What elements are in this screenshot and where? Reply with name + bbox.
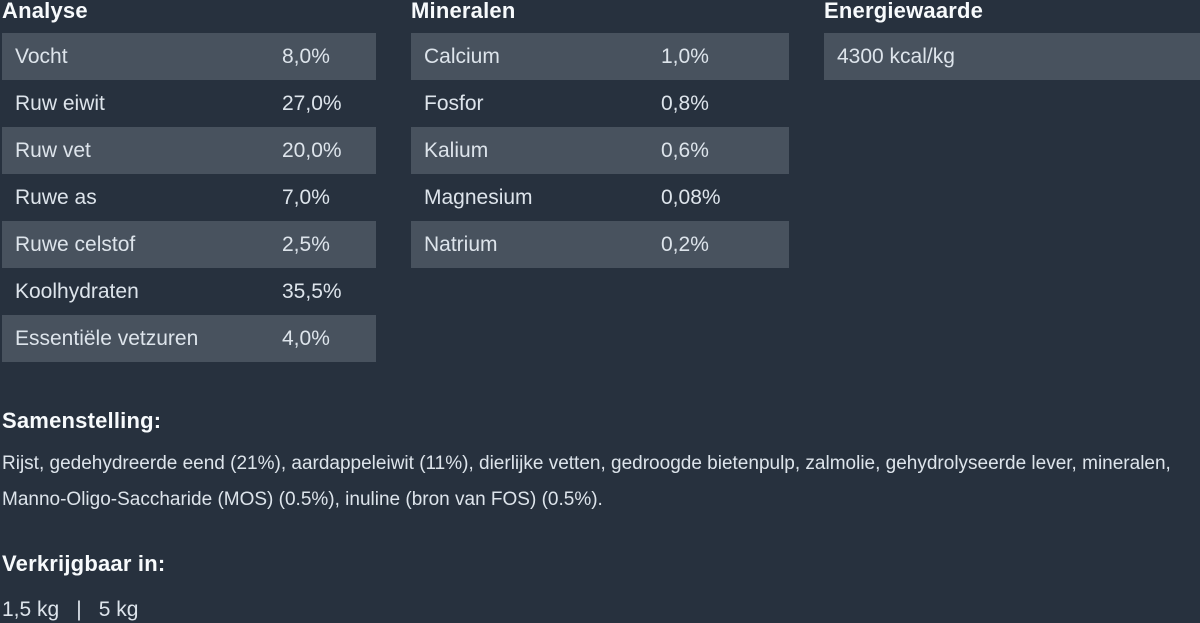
row-label: Ruwe celstof (15, 233, 136, 256)
analyse-section: Analyse Vocht 8,0% Ruw eiwit 27,0% Ruw v… (2, 0, 376, 362)
table-row: Magnesium 0,08% (411, 174, 789, 221)
row-value: 7,0% (282, 186, 330, 209)
row-label: Fosfor (424, 92, 484, 115)
row-label: Natrium (424, 233, 498, 256)
row-value: 0,2% (661, 233, 709, 256)
row-value: 27,0% (282, 92, 342, 115)
table-row: Ruw eiwit 27,0% (2, 80, 376, 127)
table-row: Ruwe as 7,0% (2, 174, 376, 221)
table-row: Ruw vet 20,0% (2, 127, 376, 174)
nutrition-columns: Analyse Vocht 8,0% Ruw eiwit 27,0% Ruw v… (2, 0, 1200, 362)
row-label: Ruw eiwit (15, 92, 105, 115)
size-options: 1,5 kg | 5 kg (2, 597, 1200, 623)
table-row: Calcium 1,0% (411, 33, 789, 80)
mineralen-section: Mineralen Calcium 1,0% Fosfor 0,8% Kaliu… (411, 0, 789, 268)
ingredients-text: Rijst, gedehydreerde eend (21%), aardapp… (2, 453, 1171, 510)
row-value: 35,5% (282, 280, 342, 303)
row-value: 4,0% (282, 327, 330, 350)
row-value: 1,0% (661, 45, 709, 68)
row-value: 2,5% (282, 233, 330, 256)
row-label: Vocht (15, 45, 68, 68)
analyse-table: Vocht 8,0% Ruw eiwit 27,0% Ruw vet 20,0%… (2, 33, 376, 362)
table-row: Kalium 0,6% (411, 127, 789, 174)
mineralen-title: Mineralen (411, 0, 516, 23)
row-value: 0,6% (661, 139, 709, 162)
size-option: 1,5 kg (2, 598, 60, 621)
table-row: Fosfor 0,8% (411, 80, 789, 127)
samenstelling-title: Samenstelling: (2, 408, 162, 433)
mineralen-table: Calcium 1,0% Fosfor 0,8% Kalium 0,6% Mag… (411, 33, 789, 268)
energiewaarde-title: Energiewaarde (824, 0, 984, 23)
analyse-title: Analyse (2, 0, 88, 23)
table-row: 4300 kcal/kg (824, 33, 1200, 80)
table-row: Ruwe celstof 2,5% (2, 221, 376, 268)
row-value: 0,8% (661, 92, 709, 115)
table-row: Koolhydraten 35,5% (2, 268, 376, 315)
table-row: Vocht 8,0% (2, 33, 376, 80)
row-label: Ruwe as (15, 186, 97, 209)
row-label: Essentiële vetzuren (15, 327, 199, 350)
table-row: Essentiële vetzuren 4,0% (2, 315, 376, 362)
row-label: Magnesium (424, 186, 533, 209)
verkrijgbaar-title: Verkrijgbaar in: (2, 551, 166, 576)
energiewaarde-table: 4300 kcal/kg (824, 33, 1200, 80)
size-separator: | (76, 598, 82, 621)
row-label: Koolhydraten (15, 280, 139, 303)
energiewaarde-section: Energiewaarde 4300 kcal/kg (824, 0, 1200, 80)
table-row: Natrium 0,2% (411, 221, 789, 268)
row-label: Calcium (424, 45, 500, 68)
row-label: Ruw vet (15, 139, 91, 162)
verkrijgbaar-section: Verkrijgbaar in: 1,5 kg | 5 kg (2, 553, 1200, 623)
row-value: 20,0% (282, 139, 342, 162)
energy-value: 4300 kcal/kg (837, 45, 955, 68)
row-value: 0,08% (661, 186, 721, 209)
samenstelling-section: Samenstelling: Rijst, gedehydreerde eend… (2, 410, 1200, 518)
row-value: 8,0% (282, 45, 330, 68)
size-option: 5 kg (98, 598, 139, 621)
row-label: Kalium (424, 139, 489, 162)
